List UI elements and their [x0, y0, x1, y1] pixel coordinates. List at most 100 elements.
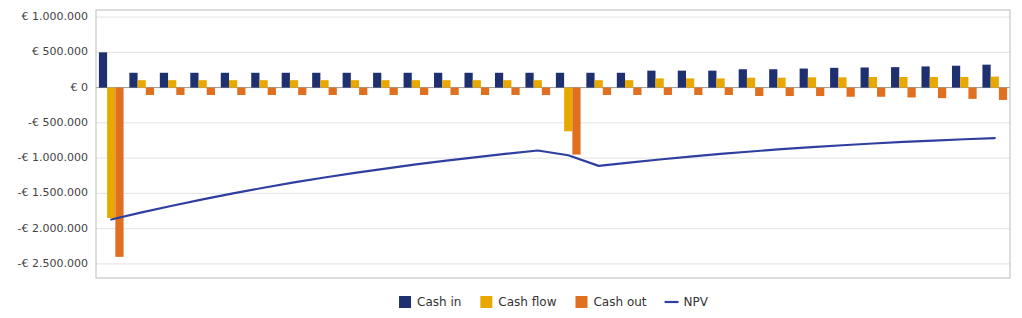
- bar: [617, 73, 625, 88]
- legend-swatch: [480, 296, 492, 308]
- bar: [586, 73, 594, 88]
- bar: [381, 80, 389, 87]
- legend: Cash in Cash flow Cash out NPV: [399, 295, 709, 309]
- bar: [678, 71, 686, 88]
- bar: [877, 88, 885, 97]
- bar: [129, 73, 137, 88]
- bar: [495, 73, 503, 88]
- bar: [647, 71, 655, 88]
- y-tick-label: -€ 500.000: [28, 116, 88, 129]
- bar: [404, 73, 412, 88]
- legend-swatch: [575, 296, 587, 308]
- y-tick-label: € 500.000: [32, 45, 88, 58]
- bar: [982, 65, 990, 88]
- bar: [930, 77, 938, 88]
- bar: [359, 88, 367, 95]
- bar: [390, 88, 398, 95]
- bar: [938, 88, 946, 99]
- bar: [968, 88, 976, 99]
- grid-line: [96, 263, 1010, 264]
- bar: [320, 80, 328, 87]
- bar: [221, 73, 229, 88]
- bar: [747, 78, 755, 88]
- grid-line: [96, 17, 1010, 18]
- bar: [251, 73, 259, 88]
- bar: [838, 77, 846, 87]
- legend-swatch: [665, 301, 679, 303]
- bar: [556, 73, 564, 88]
- bar: [739, 69, 747, 87]
- bar-series: [99, 52, 991, 87]
- legend-item: NPV: [665, 295, 709, 309]
- bar: [99, 52, 107, 87]
- bar: [207, 88, 215, 95]
- plot-frame: [96, 10, 1010, 278]
- bar: [107, 88, 115, 218]
- bar: [664, 88, 672, 95]
- bar: [298, 88, 306, 95]
- bar: [473, 80, 481, 87]
- bar: [777, 78, 785, 88]
- bar: [800, 69, 808, 88]
- bar: [816, 88, 824, 96]
- bar: [960, 77, 968, 88]
- bar: [312, 73, 320, 88]
- bar: [830, 68, 838, 88]
- bar: [542, 88, 550, 95]
- y-tick-label: -€ 1.500.000: [18, 186, 88, 199]
- bar: [464, 73, 472, 88]
- bar: [229, 80, 237, 87]
- grid-line: [96, 158, 1010, 159]
- bar: [115, 88, 123, 257]
- bar: [952, 66, 960, 88]
- bar: [434, 73, 442, 88]
- bar: [786, 88, 794, 96]
- bar: [199, 80, 207, 87]
- bar: [861, 67, 869, 87]
- bar: [869, 77, 877, 88]
- bar: [534, 80, 542, 87]
- bar: [991, 77, 999, 88]
- legend-label: Cash out: [593, 295, 646, 309]
- bar: [503, 80, 511, 87]
- y-tick-label: -€ 2.000.000: [18, 222, 88, 235]
- bar: [329, 88, 337, 95]
- bar: [351, 80, 359, 87]
- plot-area: [99, 52, 1007, 257]
- bar: [725, 88, 733, 95]
- line: [111, 138, 995, 219]
- legend-label: Cash flow: [498, 295, 556, 309]
- bar: [808, 77, 816, 87]
- chart: -€ 2.500.000 -€ 2.000.000 -€ 1.500.000 -€ 1…: [0, 0, 1022, 318]
- bar: [290, 80, 298, 87]
- bar: [481, 88, 489, 95]
- legend-label: Cash in: [417, 295, 461, 309]
- bar: [412, 80, 420, 87]
- bar: [259, 80, 267, 87]
- bar: [755, 88, 763, 96]
- bar: [176, 88, 184, 95]
- bar: [633, 88, 641, 95]
- grid-line: [96, 122, 1010, 123]
- bar: [891, 67, 899, 87]
- grid: [96, 17, 1010, 264]
- bar: [282, 73, 290, 88]
- legend-label: NPV: [684, 295, 709, 309]
- legend-item: Cash in: [399, 295, 461, 309]
- y-tick-label: -€ 2.500.000: [18, 257, 88, 270]
- bar: [656, 78, 664, 87]
- bar: [343, 73, 351, 88]
- bar: [138, 80, 146, 87]
- bar: [603, 88, 611, 95]
- y-tick-label: € 0: [71, 81, 89, 94]
- y-tick-label: € 1.000.000: [22, 10, 88, 23]
- bar: [686, 78, 694, 87]
- bar: [564, 88, 572, 132]
- bar: [442, 80, 450, 87]
- bar: [572, 88, 580, 155]
- y-tick-label: -€ 1.000.000: [18, 151, 88, 164]
- bar: [268, 88, 276, 95]
- bar: [160, 73, 168, 88]
- legend-item: Cash out: [575, 295, 646, 309]
- legend-swatch: [399, 296, 411, 308]
